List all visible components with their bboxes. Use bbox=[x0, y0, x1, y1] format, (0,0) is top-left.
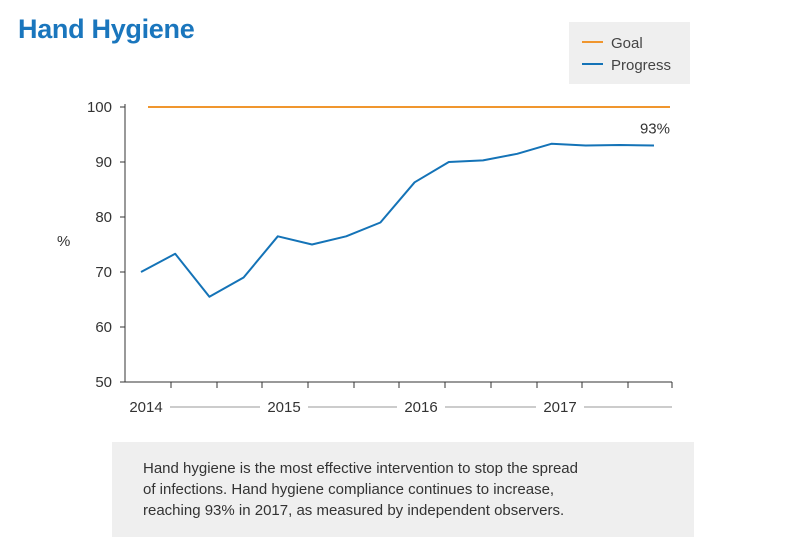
legend-goal-label: Goal bbox=[611, 35, 643, 52]
series-group: 93% bbox=[140, 106, 670, 298]
y-tick-label: 60 bbox=[95, 319, 112, 336]
y-tick-label: 90 bbox=[95, 154, 112, 171]
caption-line-1: Hand hygiene is the most effective inter… bbox=[143, 460, 578, 477]
data-label-93: 93% bbox=[640, 121, 670, 138]
legend-progress-label: Progress bbox=[611, 57, 671, 74]
caption-line-3: reaching 93% in 2017, as measured by ind… bbox=[143, 502, 565, 519]
progress-line bbox=[140, 142, 655, 298]
year-label-bg bbox=[536, 398, 584, 416]
y-axis-label: % bbox=[57, 233, 70, 250]
y-tick-label: 100 bbox=[87, 99, 112, 116]
year-label-bg bbox=[397, 398, 445, 416]
caption-box: Hand hygiene is the most effective inter… bbox=[112, 442, 694, 537]
caption-line-2: of infections. Hand hygiene compliance c… bbox=[143, 481, 555, 498]
legend-box bbox=[569, 22, 690, 84]
hand-hygiene-chart: Goal Progress % 50 60 70 80 90 100 2014 2015 201… bbox=[57, 22, 690, 416]
y-tick-label: 50 bbox=[95, 374, 112, 391]
axes: 50 60 70 80 90 100 2014 2015 2016 2017 bbox=[87, 99, 673, 416]
year-label-bg bbox=[260, 398, 308, 416]
x-year-label: 2016 bbox=[404, 399, 437, 416]
legend: Goal Progress bbox=[569, 22, 690, 84]
x-year-label: 2015 bbox=[267, 399, 300, 416]
chart-title: Hand Hygiene bbox=[18, 14, 195, 44]
y-tick-label: 70 bbox=[95, 264, 112, 281]
year-label-bg bbox=[122, 398, 170, 416]
x-year-label: 2014 bbox=[129, 399, 162, 416]
x-year-label: 2017 bbox=[543, 399, 576, 416]
y-tick-label: 80 bbox=[95, 209, 112, 226]
